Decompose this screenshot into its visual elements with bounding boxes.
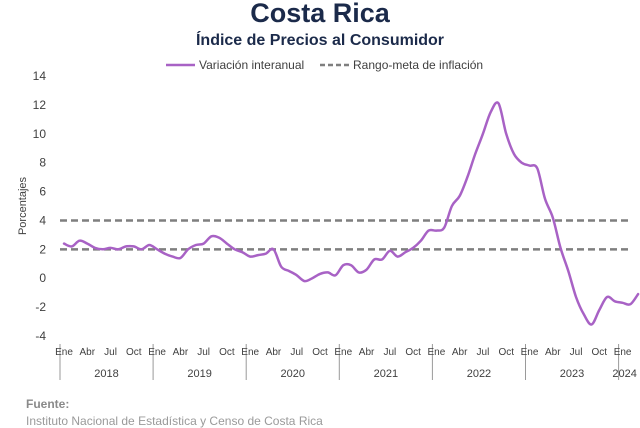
y-tick-label: -4 — [35, 329, 46, 343]
x-tick-label: Abr — [173, 347, 189, 358]
y-tick-label: 12 — [33, 98, 47, 112]
source-text: Instituto Nacional de Estadística y Cens… — [26, 414, 323, 428]
x-year-label: 2021 — [374, 368, 398, 380]
x-tick-label: Abr — [452, 347, 468, 358]
series-line-variacion — [62, 101, 640, 326]
x-year-label: 2019 — [187, 368, 211, 380]
y-tick-label: 8 — [39, 156, 46, 170]
x-year-label: 2020 — [281, 368, 305, 380]
y-tick-label: -2 — [35, 300, 46, 314]
legend: Variación interanual Rango-meta de inflac… — [166, 58, 483, 72]
x-tick-label: Jul — [290, 347, 303, 358]
plot-area — [60, 101, 640, 326]
x-tick-label: Ene — [148, 347, 166, 358]
x-tick-label: Jul — [197, 347, 210, 358]
x-tick-label: Ene — [55, 347, 73, 358]
x-tick-label: Abr — [545, 347, 561, 358]
x-tick-label: Abr — [79, 347, 95, 358]
x-tick-label: Oct — [126, 347, 142, 358]
x-tick-label: Oct — [312, 347, 328, 358]
y-tick-label: 4 — [39, 213, 46, 227]
x-tick-label: Oct — [405, 347, 421, 358]
x-tick-label: Abr — [266, 347, 282, 358]
x-axis: Ene Abr Jul Oct 2018 Ene Abr Jul Oct 2019 Ene Abr Ju… — [55, 344, 637, 380]
x-tick-label: Ene — [241, 347, 259, 358]
y-tick-label: 2 — [39, 242, 46, 256]
chart-title: Costa Rica — [250, 0, 390, 28]
x-tick-label: Oct — [219, 347, 235, 358]
x-tick-label: Jul — [477, 347, 490, 358]
y-tick-label: 0 — [39, 271, 46, 285]
chart-subtitle: Índice de Precios al Consumidor — [195, 32, 445, 49]
x-year-label: 2018 — [94, 368, 118, 380]
x-tick-label: Jul — [383, 347, 396, 358]
x-tick-label: Oct — [592, 347, 608, 358]
x-tick-label: Jul — [104, 347, 117, 358]
y-axis: -4 -2 0 2 4 6 8 10 12 14 Porcentajes — [17, 69, 46, 343]
x-tick-label: Ene — [521, 347, 539, 358]
x-tick-label: Abr — [359, 347, 375, 358]
y-axis-label: Porcentajes — [17, 176, 29, 235]
x-year-label: 2022 — [467, 368, 491, 380]
x-tick-label: Ene — [334, 347, 352, 358]
x-tick-label: Jul — [570, 347, 583, 358]
y-tick-label: 6 — [39, 185, 46, 199]
x-tick-label: Ene — [614, 347, 632, 358]
y-tick-label: 10 — [33, 127, 47, 141]
x-tick-label: Ene — [428, 347, 446, 358]
x-year-label: 2024 — [612, 368, 636, 380]
legend-label-variacion: Variación interanual — [199, 58, 304, 72]
x-tick-label: Oct — [498, 347, 514, 358]
x-year-label: 2023 — [560, 368, 584, 380]
legend-label-rango: Rango-meta de inflación — [353, 58, 483, 72]
source-label: Fuente: — [26, 397, 70, 411]
inflation-chart: Variación interanual Rango-meta de inflac… — [17, 58, 640, 380]
y-tick-label: 14 — [33, 69, 47, 83]
